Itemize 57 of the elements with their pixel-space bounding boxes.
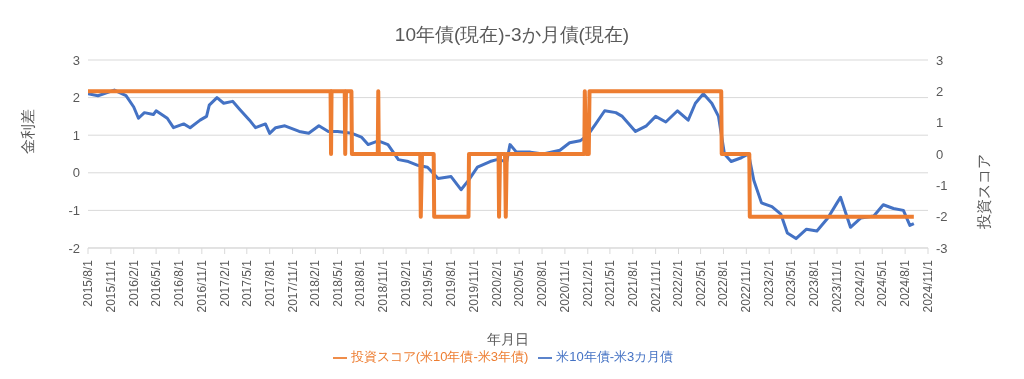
x-tick-label: 2017/2/1 xyxy=(217,259,232,307)
x-tick-label: 2023/5/1 xyxy=(784,259,799,307)
x-tick-label: 2018/8/1 xyxy=(353,259,368,307)
y2-tick-label: -2 xyxy=(936,209,948,225)
y-tick-label: -1 xyxy=(68,203,80,219)
y2-tick-label: 1 xyxy=(936,115,944,131)
y-tick-label: 1 xyxy=(72,127,80,143)
x-tick-label: 2019/11/1 xyxy=(466,259,481,313)
x-tick-label: 2024/5/1 xyxy=(875,259,890,307)
x-tick-label: 2021/5/1 xyxy=(602,259,617,307)
x-tick-label: 2023/11/1 xyxy=(830,259,845,313)
x-tick-label: 2022/8/1 xyxy=(716,259,731,307)
x-tick-label: 2018/11/1 xyxy=(376,259,391,313)
x-tick-label: 2019/8/1 xyxy=(444,259,459,307)
y2-tick-label: 2 xyxy=(936,83,944,99)
x-tick-label: 2016/8/1 xyxy=(171,259,186,307)
y-tick-label: 2 xyxy=(72,90,80,106)
y2-tick-label: -1 xyxy=(936,177,948,193)
x-tick-label: 2019/2/1 xyxy=(399,259,414,307)
x-tick-label: 2024/11/1 xyxy=(921,259,935,313)
x-tick-label: 2024/2/1 xyxy=(852,259,867,307)
x-tick-label: 2020/5/1 xyxy=(512,259,527,307)
y-tick-label: 3 xyxy=(72,52,80,68)
y-tick-label: -2 xyxy=(68,240,80,256)
x-tick-label: 2018/2/1 xyxy=(308,259,323,307)
x-tick-label: 2016/2/1 xyxy=(126,259,141,307)
x-tick-label: 2020/2/1 xyxy=(489,259,504,307)
x-tick-label: 2016/5/1 xyxy=(149,259,164,307)
legend-label: 米10年債-米3カ月債 xyxy=(556,349,674,364)
x-tick-label: 2021/2/1 xyxy=(580,259,595,307)
x-tick-label: 2015/11/1 xyxy=(103,259,118,313)
x-tick-label: 2017/5/1 xyxy=(239,259,254,307)
y2-axis-title: 投資スコア xyxy=(975,154,993,230)
x-tick-label: 2016/11/1 xyxy=(194,259,209,313)
x-axis-title: 年月日 xyxy=(487,331,529,347)
x-tick-label: 2024/8/1 xyxy=(898,259,913,307)
x-tick-label: 2017/11/1 xyxy=(285,259,300,313)
x-tick-label: 2017/8/1 xyxy=(262,259,277,307)
x-tick-label: 2018/5/1 xyxy=(330,259,345,307)
x-tick-label: 2021/11/1 xyxy=(648,259,663,313)
x-tick-label: 2022/11/1 xyxy=(739,259,754,313)
x-tick-label: 2023/2/1 xyxy=(762,259,777,307)
x-tick-label: 2020/8/1 xyxy=(535,259,550,307)
x-tick-label: 2021/8/1 xyxy=(625,259,640,307)
x-tick-label: 2022/5/1 xyxy=(693,259,708,307)
y-tick-label: 0 xyxy=(72,165,80,181)
x-tick-label: 2022/2/1 xyxy=(671,259,686,307)
chart-title: 10年債(現在)-3か月債(現在) xyxy=(393,23,631,47)
y2-tick-label: 0 xyxy=(936,146,944,162)
y-axis-title: 金利差 xyxy=(19,109,37,154)
legend-label: 投資スコア(米10年債-米3年債) xyxy=(350,349,529,364)
x-tick-label: 2020/11/1 xyxy=(557,259,572,313)
y2-tick-label: -3 xyxy=(936,240,948,256)
y2-tick-label: 3 xyxy=(936,52,944,68)
x-tick-label: 2015/8/1 xyxy=(81,259,95,307)
x-tick-label: 2019/5/1 xyxy=(421,259,436,307)
x-tick-label: 2023/8/1 xyxy=(807,259,822,307)
